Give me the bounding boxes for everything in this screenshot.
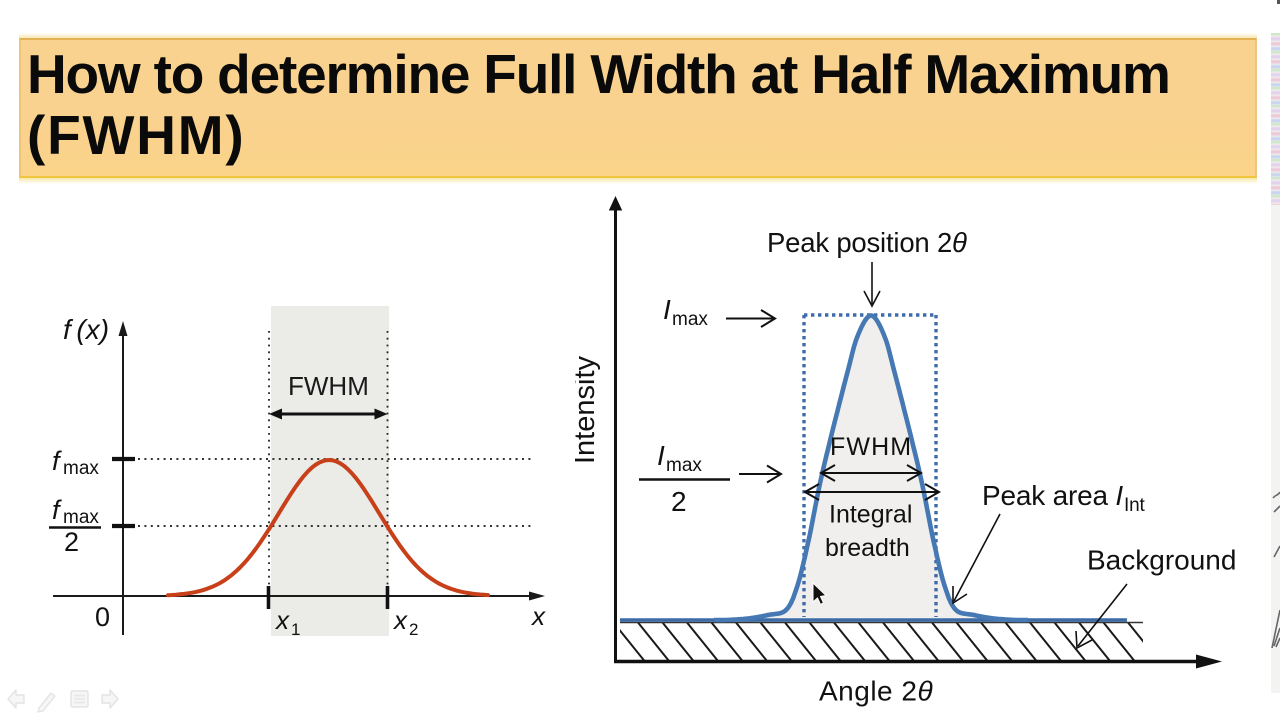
svg-text:2: 2 bbox=[409, 620, 418, 639]
svg-text:I: I bbox=[663, 294, 671, 325]
svg-text:x: x bbox=[392, 605, 408, 635]
svg-text:Intensity: Intensity bbox=[575, 356, 601, 464]
svg-text:f: f bbox=[52, 446, 62, 476]
svg-text:I: I bbox=[657, 440, 665, 471]
svg-text:0: 0 bbox=[95, 602, 110, 632]
svg-text:2: 2 bbox=[64, 527, 79, 557]
svg-text:max: max bbox=[63, 458, 99, 479]
svg-text:Background: Background bbox=[1087, 545, 1235, 576]
svg-text:2: 2 bbox=[671, 486, 687, 517]
svg-text:max: max bbox=[672, 309, 708, 330]
svg-text:FWHM: FWHM bbox=[830, 433, 912, 461]
svg-text:x: x bbox=[530, 601, 546, 631]
svg-text:1: 1 bbox=[291, 620, 300, 639]
svg-text:Peak position 2θ: Peak position 2θ bbox=[767, 227, 967, 258]
svg-text:Angle 2θ: Angle 2θ bbox=[819, 676, 933, 707]
svg-text:Integral: Integral bbox=[829, 501, 912, 529]
svg-text:f: f bbox=[52, 495, 62, 525]
svg-text:f (x): f (x) bbox=[63, 314, 109, 345]
svg-text:FWHM: FWHM bbox=[288, 371, 369, 401]
svg-text:max: max bbox=[666, 455, 702, 476]
svg-text:breadth: breadth bbox=[825, 534, 910, 562]
svg-text:x: x bbox=[274, 605, 290, 635]
svg-text:max: max bbox=[63, 507, 99, 528]
svg-text:Peak area IInt: Peak area IInt bbox=[982, 480, 1145, 516]
